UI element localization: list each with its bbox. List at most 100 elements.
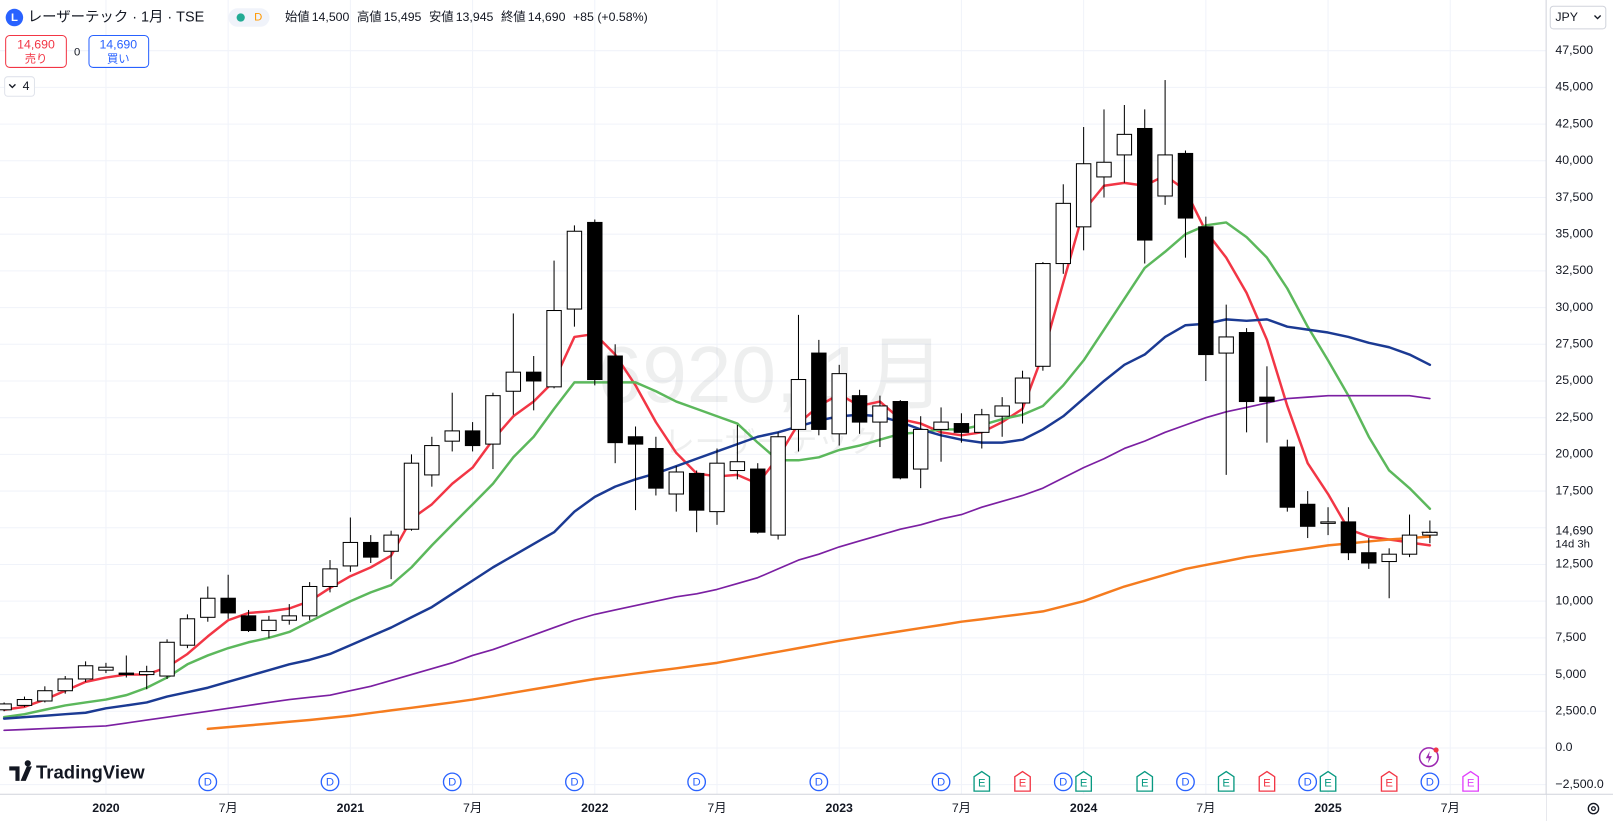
candle-body bbox=[1096, 161, 1112, 178]
candle-body bbox=[1238, 332, 1255, 403]
candle-body bbox=[220, 597, 236, 614]
dividend-marker bbox=[442, 772, 462, 792]
candle-body bbox=[485, 395, 501, 445]
indicator-count[interactable]: 4 bbox=[23, 79, 30, 93]
candle-body bbox=[1177, 152, 1194, 219]
toggle-box[interactable] bbox=[4, 76, 35, 97]
x-tick-label: 7月 bbox=[952, 801, 971, 815]
earnings-marker bbox=[1217, 770, 1235, 792]
logo-text: TradingView bbox=[36, 762, 145, 783]
dividend-marker bbox=[1176, 772, 1195, 792]
x-tick-label: 2024 bbox=[1070, 801, 1098, 815]
earnings-marker bbox=[973, 770, 991, 792]
candle-body bbox=[240, 615, 257, 632]
dividend-marker bbox=[198, 772, 218, 792]
logo-mark bbox=[9, 760, 32, 781]
candle-body bbox=[1401, 534, 1418, 555]
earnings-marker bbox=[1319, 770, 1337, 792]
candle-body bbox=[342, 541, 359, 567]
settings-button[interactable] bbox=[1587, 802, 1600, 815]
buy-price[interactable]: 14,690 bbox=[99, 38, 137, 52]
alert-badge[interactable] bbox=[1418, 747, 1439, 768]
candle-body bbox=[831, 373, 847, 435]
dividend-marker bbox=[320, 772, 340, 792]
x-tick-label: 2020 bbox=[92, 801, 120, 815]
gear-icon[interactable] bbox=[1587, 802, 1600, 815]
x-tick-label: 7月 bbox=[1441, 801, 1460, 815]
candle-body bbox=[811, 352, 827, 430]
candle-body bbox=[974, 414, 990, 433]
sell-box[interactable] bbox=[5, 35, 67, 68]
ohlc-label: 安値 bbox=[429, 9, 454, 24]
symbol-icon-letter: L bbox=[11, 12, 18, 24]
earnings-label: E bbox=[1385, 777, 1393, 789]
time-axis: 2020 7月 2021 7月 2022 7月 2023 7月 2024 7月 2025 7月 bbox=[92, 801, 1460, 815]
candle-body bbox=[851, 395, 868, 423]
symbol-title[interactable]: レーザーテック · 1月 · TSE bbox=[28, 8, 204, 25]
candle-body bbox=[444, 430, 460, 442]
candle-body bbox=[1137, 127, 1153, 241]
x-tick-label: 7月 bbox=[707, 801, 726, 815]
x-tick-label: 2025 bbox=[1314, 801, 1342, 815]
gear-hub bbox=[1590, 806, 1596, 812]
sell-label[interactable]: 売り bbox=[25, 53, 48, 66]
buy-button[interactable]: 14,690 買い bbox=[88, 35, 150, 68]
candle-body bbox=[363, 541, 379, 558]
candle-body bbox=[872, 405, 888, 423]
currency[interactable]: JPY bbox=[1555, 10, 1578, 24]
ohlc-value: 14,500 bbox=[312, 10, 350, 24]
candle-body bbox=[505, 371, 522, 392]
currency-button[interactable]: JPY bbox=[1549, 5, 1607, 30]
sell-price[interactable]: 14,690 bbox=[17, 38, 55, 52]
x-tick-label: 7月 bbox=[463, 801, 482, 815]
candle-body bbox=[790, 378, 807, 430]
last-price-box bbox=[1547, 522, 1611, 553]
ohlc-value: 14,690 bbox=[528, 10, 566, 24]
candle-body bbox=[77, 665, 94, 680]
dividend-label: D bbox=[1059, 776, 1067, 788]
y-tick-label: 0.0 bbox=[1555, 740, 1572, 754]
ma-line bbox=[206, 535, 1432, 731]
earnings-label: E bbox=[1141, 777, 1149, 789]
candle-body bbox=[627, 436, 644, 445]
candle-body bbox=[0, 703, 12, 711]
candle-body bbox=[912, 428, 929, 470]
dividend-marker bbox=[1420, 772, 1440, 792]
price-axis-bg bbox=[1546, 0, 1613, 821]
candle-body bbox=[1116, 133, 1133, 156]
candle-body bbox=[57, 678, 73, 692]
y-tick-label: 32,500 bbox=[1555, 263, 1593, 277]
earnings-label: E bbox=[1080, 777, 1088, 789]
chevron bbox=[8, 83, 16, 89]
ohlc-label: 高値 bbox=[357, 9, 382, 24]
status-badge: D bbox=[254, 12, 262, 24]
candle-body bbox=[688, 472, 705, 511]
candle-body bbox=[1198, 226, 1214, 356]
dividend-label: D bbox=[693, 776, 701, 788]
y-tick-label: 42,500 bbox=[1555, 116, 1593, 130]
dividend-label: D bbox=[937, 776, 945, 788]
dividend-marker bbox=[1053, 772, 1073, 792]
alert-icon bbox=[1425, 750, 1432, 764]
candle-body bbox=[566, 230, 583, 310]
sell-button[interactable]: 14,690 売り bbox=[5, 35, 67, 68]
currency-box[interactable] bbox=[1549, 5, 1607, 30]
candle-body bbox=[1075, 163, 1092, 228]
candle-body bbox=[98, 666, 114, 671]
y-tick-label: 10,000 bbox=[1555, 593, 1593, 607]
ma-line bbox=[2, 221, 1432, 719]
earnings-marker bbox=[1075, 770, 1093, 792]
dividend-marker bbox=[687, 772, 707, 792]
spread: 0 bbox=[74, 46, 80, 58]
candle-body bbox=[1035, 263, 1051, 367]
time-axis-bg bbox=[0, 794, 1547, 821]
buy-box[interactable] bbox=[88, 35, 150, 68]
candle-body bbox=[1279, 446, 1296, 508]
candle-body bbox=[1055, 202, 1071, 265]
candle-body bbox=[1320, 521, 1336, 524]
buy-label[interactable]: 買い bbox=[107, 53, 130, 66]
candle-body bbox=[424, 445, 440, 476]
y-tick-label: 22,500 bbox=[1555, 410, 1593, 424]
change: +85 (+0.58%) bbox=[573, 10, 648, 24]
indicators-toggle[interactable]: 4 bbox=[4, 76, 35, 97]
